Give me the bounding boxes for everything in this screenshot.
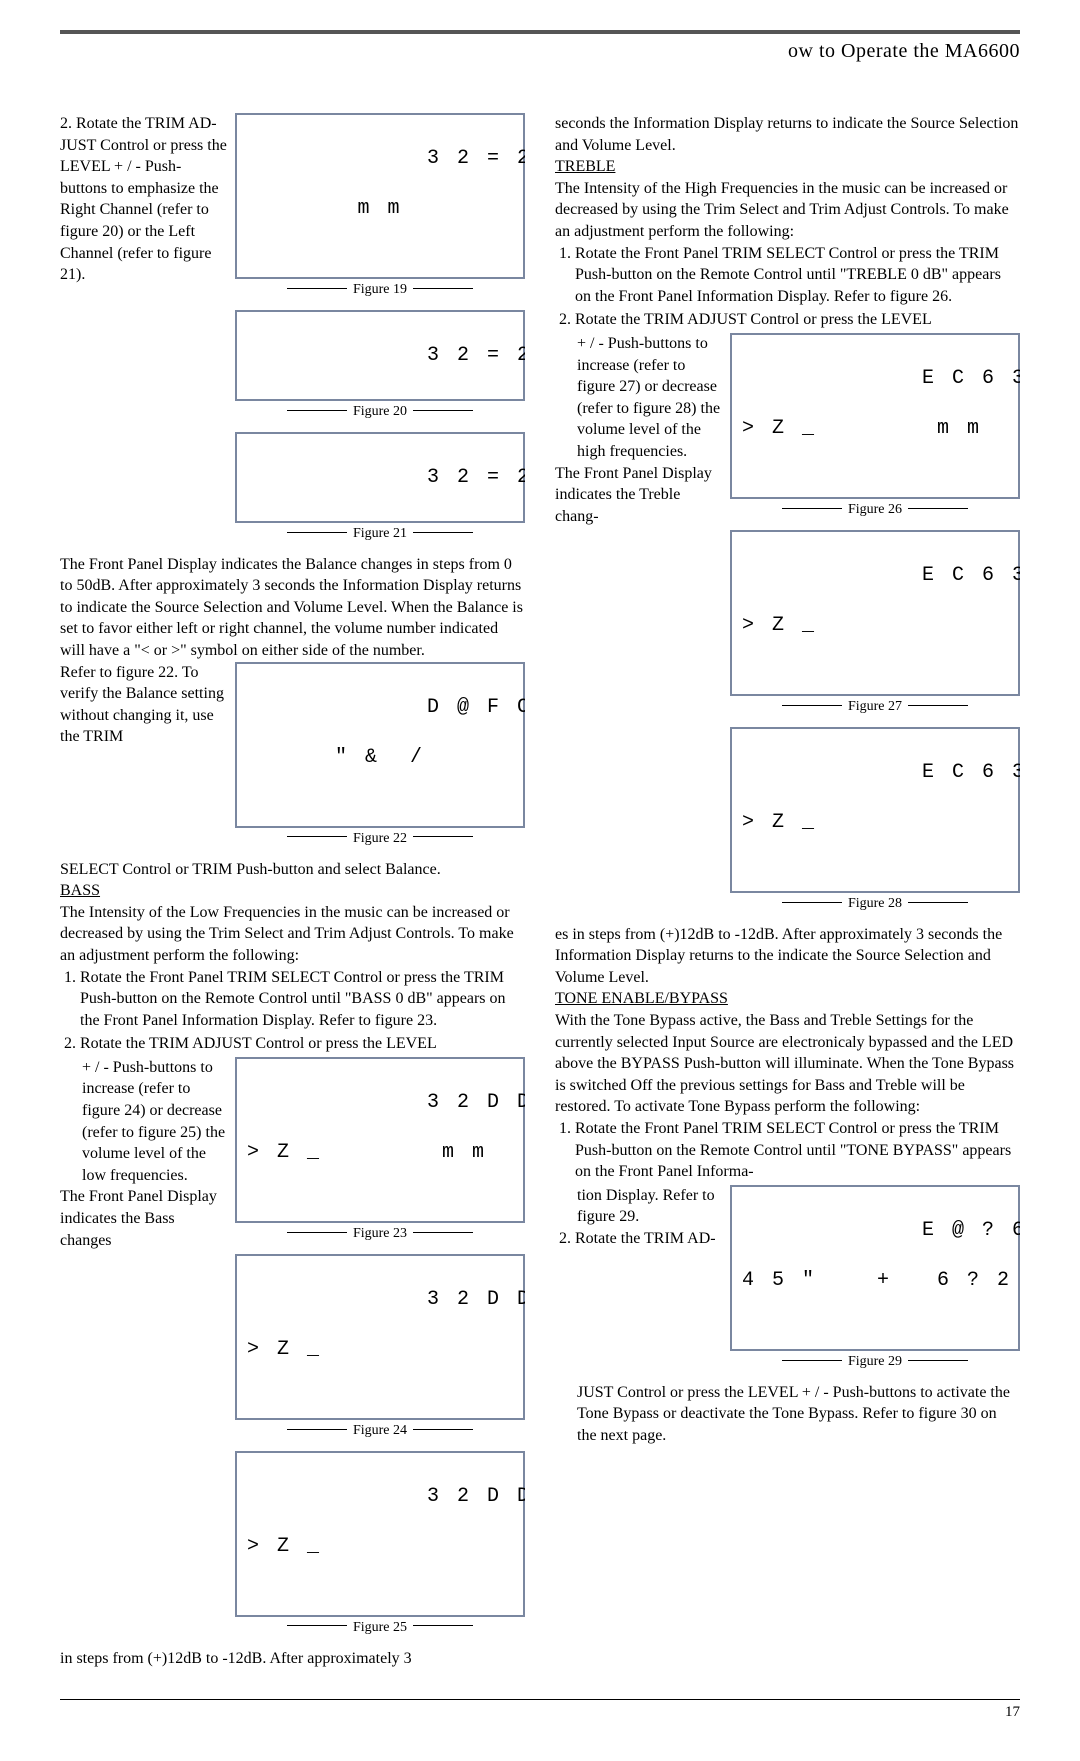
bass-step-2-lead: 2. Rotate the TRIM ADJUST Control or pre… — [64, 1033, 525, 1055]
left-column: 3 2 = 2 ? 4 6 ! U 3 m m Figure 19 3 2 = … — [60, 113, 525, 1669]
figure-23-display: 3 2 D D + ! U 3 > Z _ m m > R i — [235, 1057, 525, 1223]
fig26-caption: Figure 26 — [730, 501, 1020, 520]
fig20-line1: 3 2 = 2 ? 4 6 & ! U 3 — [427, 344, 525, 367]
figure-19-display: 3 2 = 2 ? 4 6 ! U 3 m m — [235, 113, 525, 279]
tone-step-1: 1. Rotate the Front Panel TRIM SELECT Co… — [559, 1118, 1020, 1183]
fig28-line2: > Z _ > R i — [742, 810, 1008, 835]
right-column: seconds the Information Display returns … — [555, 113, 1020, 1669]
fig24-line1: 3 2 D D + " # U 3 — [427, 1288, 525, 1311]
bottom-rule — [60, 1699, 1020, 1700]
fig28-caption: Figure 28 — [730, 895, 1020, 914]
tone-intro: With the Tone Bypass active, the Bass an… — [555, 1010, 1020, 1118]
fig20-caption: Figure 20 — [235, 403, 525, 422]
fig26-line1: E C 6 3 = 6 + ! U 3 — [922, 367, 1020, 390]
bass-tail-2: in steps from (+)12dB to -12dB. After ap… — [60, 1648, 525, 1670]
fig26-line2: > Z _ m m > R i — [742, 416, 1008, 441]
figure-26-display: E C 6 3 = 6 + ! U 3 > Z _ m m > R i — [730, 333, 1020, 499]
fig19-caption: Figure 19 — [235, 281, 525, 300]
bass-step-1: 1. Rotate the Front Panel TRIM SELECT Co… — [64, 967, 525, 1032]
page-header: ow to Operate the MA6600 — [60, 40, 1020, 63]
fig25-line1: 3 2 D D + " # U 3 — [427, 1485, 525, 1508]
figure-20-display: 3 2 = 2 ? 4 6 & ! U 3 — [235, 310, 525, 401]
fig27-line1: E C 6 3 = 6 + " # U 3 — [922, 564, 1020, 587]
fig22-line1: D @ F C 4 6 + 4 — [427, 696, 525, 719]
figure-22-display: D @ F C 4 6 + 4 " & / — [235, 662, 525, 828]
fig23-line1: 3 2 D D + ! U 3 — [427, 1091, 525, 1114]
fig25-line2: > Z _ > R i — [247, 1534, 513, 1559]
treble-tail-2: es in steps from (+)12dB to -12dB. After… — [555, 924, 1020, 989]
top-rule — [60, 30, 1020, 34]
fig29-caption: Figure 29 — [730, 1353, 1020, 1372]
tone-step-2-body: JUST Control or press the LEVEL + / - Pu… — [555, 1382, 1020, 1447]
fig19-line1: 3 2 = 2 ? 4 6 ! U 3 — [427, 147, 525, 170]
fig25-caption: Figure 25 — [235, 1619, 525, 1638]
bass-intro: The Intensity of the Low Frequencies in … — [60, 902, 525, 967]
figure-25-display: 3 2 D D + " # U 3 > Z _ > R i — [235, 1451, 525, 1617]
fig27-line2: > Z _ > R i — [742, 613, 1008, 638]
fig24-line2: > Z _ > R i — [247, 1337, 513, 1362]
tone-heading: TONE ENABLE/BYPASS — [555, 988, 1020, 1010]
fig27-caption: Figure 27 — [730, 698, 1020, 717]
treble-heading: TREBLE — [555, 156, 1020, 178]
fig23-line2: > Z _ m m > R i — [247, 1140, 513, 1165]
treble-step-1: 1. Rotate the Front Panel TRIM SELECT Co… — [559, 243, 1020, 308]
treble-intro: The Intensity of the High Frequencies in… — [555, 178, 1020, 243]
fig22-line2: " & / — [247, 745, 513, 770]
figure-24-display: 3 2 D D + " # U 3 > Z _ > R i — [235, 1254, 525, 1420]
fig24-caption: Figure 24 — [235, 1422, 525, 1441]
figure-29-display: E @ ? 6 4 @ ? E C @ 4 5 " + 6 ? 2 3 = 6 — [730, 1185, 1020, 1351]
fig21-line1: 3 2 = 2 ? 4 6 & ! U 3 — [427, 466, 525, 489]
fig29-line1: E @ ? 6 4 @ ? E C @ — [922, 1219, 1020, 1242]
fig19-line2: m m — [247, 196, 513, 221]
fig28-line1: E C 6 3 = 6 + " # U 3 — [922, 761, 1020, 784]
figure-28-display: E C 6 3 = 6 + " # U 3 > Z _ > R i — [730, 727, 1020, 893]
fig22-caption: Figure 22 — [235, 830, 525, 849]
balance-body: The Front Panel Display indicates the Ba… — [60, 554, 525, 662]
fig23-caption: Figure 23 — [235, 1225, 525, 1244]
balance-tail: SELECT Control or TRIM Push-button and s… — [60, 859, 525, 881]
fig21-caption: Figure 21 — [235, 525, 525, 544]
figure-21-display: 3 2 = 2 ? 4 6 & ! U 3 — [235, 432, 525, 523]
bass-heading: BASS — [60, 880, 525, 902]
fig29-line2: 4 5 " + 6 ? 2 3 = 6 — [742, 1268, 1008, 1293]
bass-continuation: seconds the Information Display returns … — [555, 113, 1020, 156]
page-number: 17 — [60, 1704, 1020, 1721]
treble-step-2-lead: 2. Rotate the TRIM ADJUST Control or pre… — [559, 309, 1020, 331]
figure-27-display: E C 6 3 = 6 + " # U 3 > Z _ > R i — [730, 530, 1020, 696]
